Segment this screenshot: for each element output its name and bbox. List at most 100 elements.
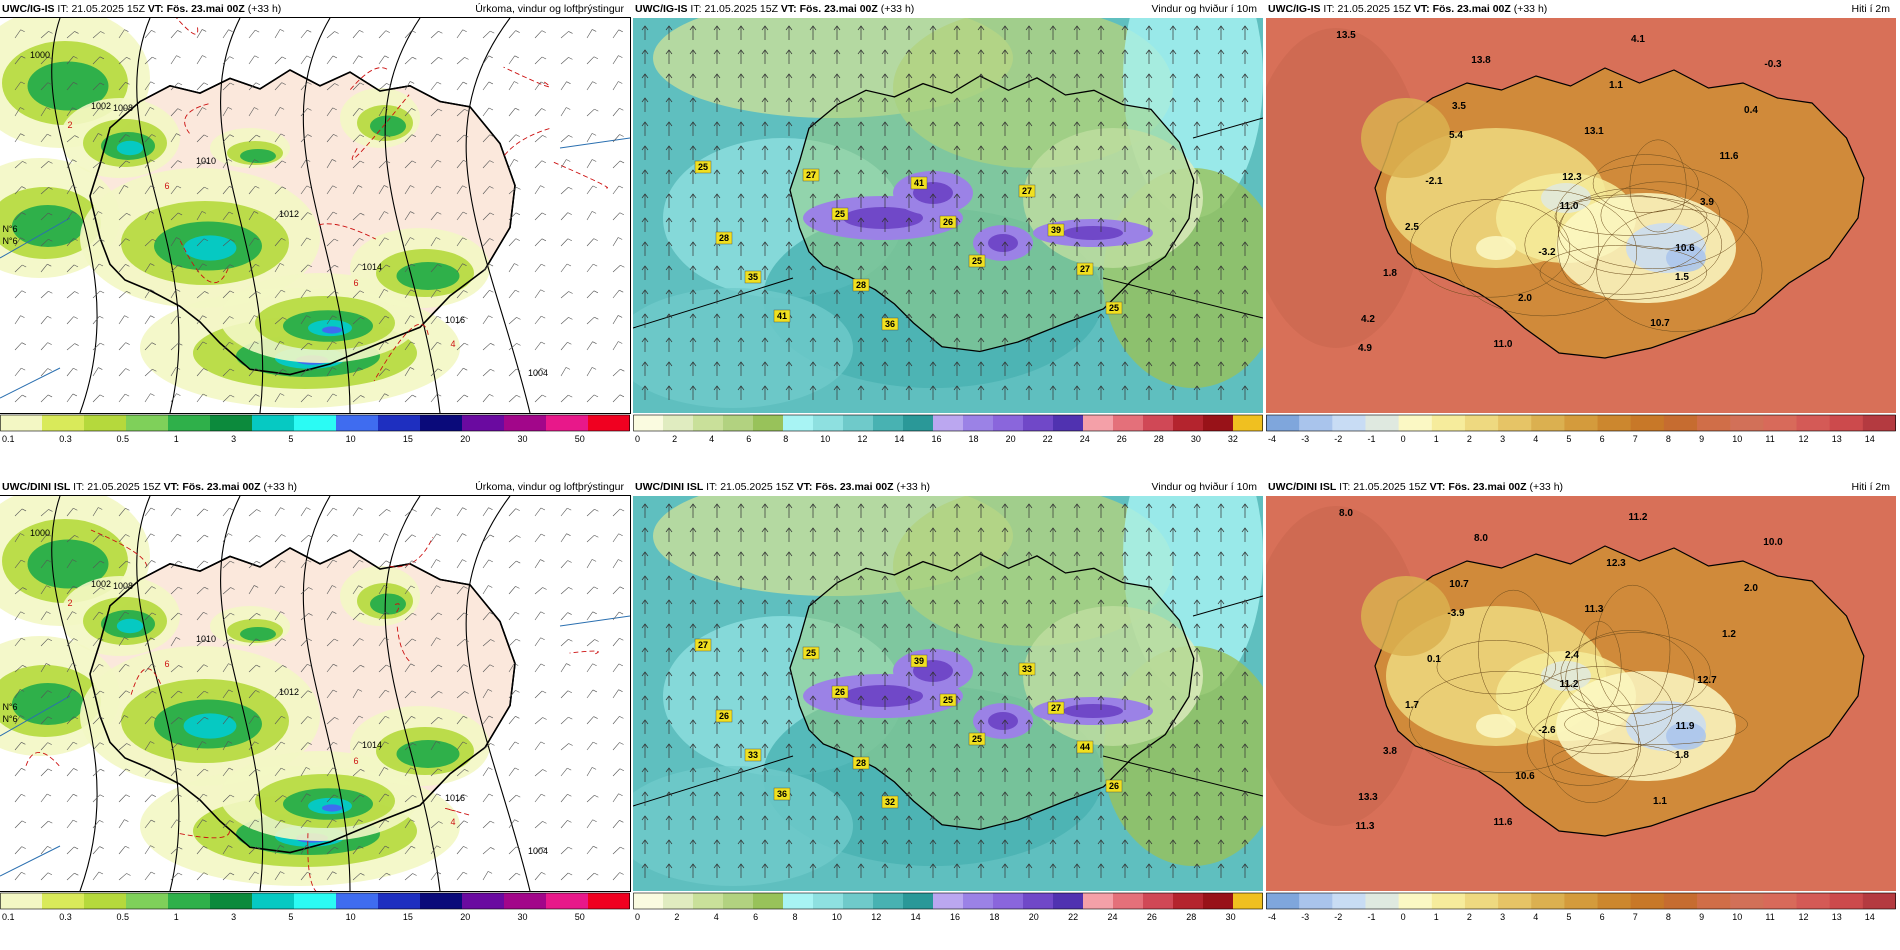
- wind-arrow: [1073, 121, 1081, 136]
- contour-label: 1000: [30, 528, 50, 538]
- wind-barb: [456, 81, 464, 91]
- temperature-label: 10.6: [1675, 243, 1695, 254]
- wind-arrow: [881, 551, 889, 566]
- wind-arrow: [833, 97, 841, 112]
- colorbar-tick: 4: [1533, 434, 1538, 444]
- wind-barb: [72, 663, 77, 666]
- wind-barb: [560, 872, 569, 881]
- wind-arrow: [1025, 743, 1033, 758]
- wind-arrow: [1169, 863, 1177, 878]
- temperature-label: 4.9: [1358, 343, 1372, 354]
- wind-barb: [560, 159, 567, 169]
- wind-arrow: [761, 97, 769, 112]
- wind-arrow: [833, 241, 841, 256]
- wind-arrow: [737, 719, 745, 734]
- wind-barb: [437, 664, 443, 668]
- wind-arrow: [977, 695, 985, 710]
- wind-arrow: [977, 385, 985, 400]
- wind-arrow: [1073, 193, 1081, 208]
- wind-barb: [594, 108, 599, 112]
- wind-arrow: [1097, 49, 1105, 64]
- wind-barb: [378, 533, 385, 543]
- wind-arrow: [953, 575, 961, 590]
- wind-arrow: [1217, 863, 1225, 878]
- wind-barb: [456, 533, 463, 543]
- wind-barb: [196, 291, 205, 299]
- wind-barb: [386, 83, 391, 86]
- gust-label-box: [852, 756, 870, 770]
- wind-barb: [618, 341, 623, 344]
- wind-barb: [568, 394, 573, 398]
- wind-barb: [176, 393, 181, 396]
- wind-arrow: [881, 385, 889, 400]
- wind-barb: [66, 31, 75, 39]
- temperature-contour: [184, 103, 209, 134]
- wind-barb: [508, 638, 517, 647]
- wind-barb: [534, 238, 543, 247]
- colorbar-tick: 0.3: [59, 434, 72, 444]
- colorbar-tick: 0.1: [2, 434, 15, 444]
- wind-arrow: [1145, 169, 1153, 184]
- wind-arrow: [1073, 289, 1081, 304]
- wind-barb: [560, 663, 567, 673]
- wind-barb: [92, 534, 100, 543]
- wind-arrow: [857, 743, 865, 758]
- wind-arrow: [1241, 863, 1249, 878]
- wind-barb: [326, 585, 333, 595]
- wind-barb: [118, 819, 125, 829]
- wind-barb: [228, 29, 233, 32]
- temperature-contour: [503, 66, 551, 88]
- wind-barb: [560, 212, 568, 221]
- wind-barb: [534, 559, 541, 569]
- temperature-label: -2.6: [1538, 725, 1556, 736]
- wind-barb: [463, 846, 468, 849]
- wind-barb: [222, 663, 229, 673]
- wind-barb: [618, 611, 624, 615]
- colorbar-tick: 1: [1434, 912, 1439, 922]
- wind-arrow: [929, 25, 937, 40]
- wind-barb: [281, 638, 286, 641]
- wind-arrow: [641, 121, 649, 136]
- wind-arrow: [1145, 647, 1153, 662]
- wind-arrow: [1241, 361, 1249, 376]
- gust-label: 27: [1051, 703, 1061, 713]
- wind-barb: [144, 81, 151, 91]
- wind-arrow: [785, 265, 793, 280]
- wind-arrow: [833, 815, 841, 830]
- wind-arrow: [1121, 145, 1129, 160]
- wind-arrow: [761, 863, 769, 878]
- coastline-line: [89, 547, 516, 854]
- wind-barb: [358, 819, 363, 822]
- wind-barb: [384, 185, 389, 188]
- panel-header: UWC/DINI ISL IT: 21.05.2025 15Z VT: Fös.…: [633, 478, 1263, 496]
- wind-barb: [430, 821, 439, 829]
- wind-barb: [534, 394, 543, 403]
- temperature-contour: [179, 240, 229, 284]
- wind-barb: [326, 767, 334, 777]
- wind-barb: [586, 534, 595, 543]
- graticule-line: [633, 277, 794, 329]
- wind-barb: [586, 872, 595, 881]
- colorbar-swatch: [420, 415, 463, 431]
- wind-arrow: [689, 863, 697, 878]
- wind-speed-area: [633, 288, 853, 408]
- colorbar-swatch: [1113, 893, 1144, 909]
- wind-barb: [308, 613, 313, 616]
- wind-barb: [254, 715, 259, 719]
- colorbar-tick: 0: [635, 434, 640, 444]
- wind-barb: [40, 846, 48, 855]
- colorbar-frame: [1266, 414, 1896, 432]
- wind-barb: [540, 637, 545, 641]
- wind-barb: [48, 509, 53, 512]
- wind-barb: [21, 872, 26, 875]
- colorbar-tick: 9: [1699, 434, 1704, 444]
- wind-barb: [612, 638, 620, 647]
- wind-arrow: [1097, 193, 1105, 208]
- wind-barb: [404, 560, 413, 569]
- wind-arrow: [761, 241, 769, 256]
- wind-barb: [118, 690, 127, 699]
- wind-barb: [176, 315, 182, 319]
- wind-barb: [568, 57, 573, 60]
- temperature-contour: [394, 603, 400, 616]
- wind-barb: [170, 794, 178, 803]
